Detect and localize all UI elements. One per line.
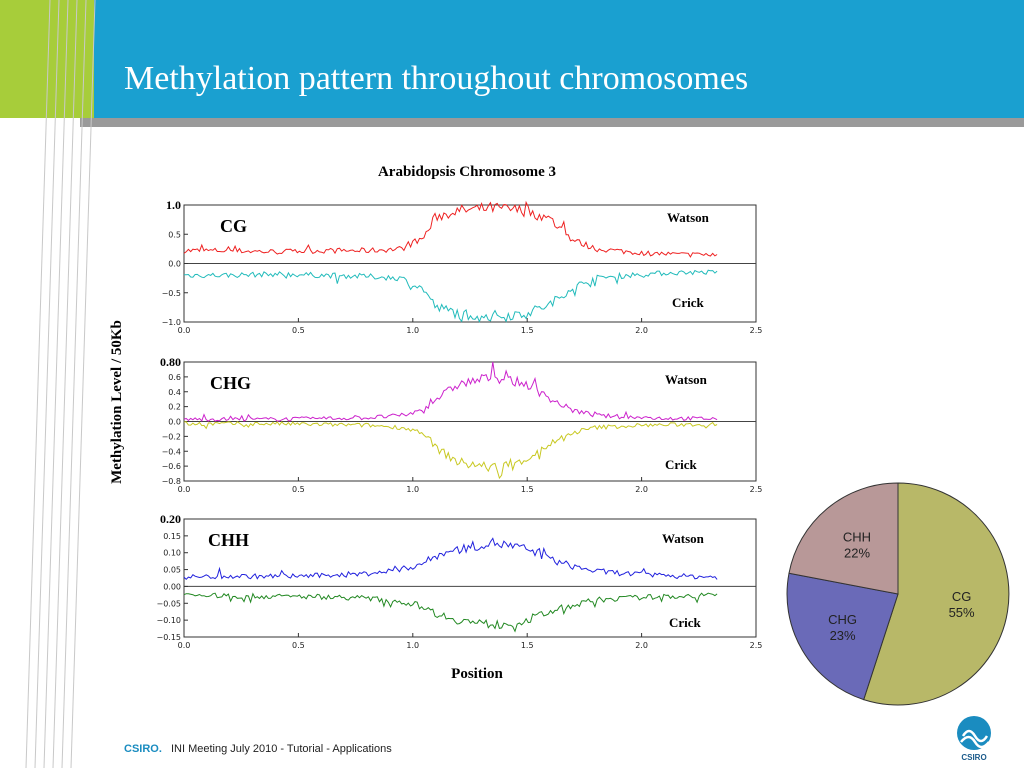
panel-chg: 0.6 0.4 0.2 0.0 −0.2 −0.4 −0.6 −0.8 0.80 0.0 0.5 1.…	[160, 355, 762, 494]
chart-title: Arabidopsis Chromosome 3	[378, 164, 556, 180]
y-top-tick-label: 0.20	[160, 512, 181, 526]
x-tick-label: 1.0	[406, 485, 419, 494]
decor-line	[43, 0, 69, 768]
series-line-crick	[183, 592, 718, 633]
y-axis-label: Methylation Level / 50Kb	[109, 320, 125, 484]
pie-label-chg: CHG	[828, 612, 857, 627]
series-line-watson	[183, 537, 718, 581]
y-tick-label: 0.4	[168, 388, 181, 397]
pie-value-cg: 55%	[949, 605, 975, 620]
x-tick-label: 0.5	[292, 641, 305, 650]
header-bar	[0, 0, 1024, 118]
x-tick-label: 0.5	[292, 485, 305, 494]
header-rule	[80, 118, 1024, 127]
series-line-watson	[183, 200, 718, 258]
slide-title: Methylation pattern throughout chromosom…	[124, 60, 749, 97]
y-tick-label: −0.6	[162, 462, 181, 471]
series-line-crick	[183, 269, 718, 323]
y-tick-label: −0.2	[162, 432, 181, 441]
y-tick-label: 0.15	[163, 532, 181, 541]
footer-text: INI Meeting July 2010 - Tutorial - Appli…	[170, 743, 392, 755]
panel-label: CHG	[210, 373, 251, 393]
panel-label: CHH	[208, 530, 249, 550]
x-tick-label: 2.0	[635, 326, 648, 335]
x-tick-label: 1.5	[521, 326, 534, 335]
logo-text: CSIRO	[961, 753, 986, 762]
y-tick-label: 0.2	[168, 403, 181, 412]
x-tick-label: 2.0	[635, 641, 648, 650]
y-tick-label: 0.05	[163, 566, 181, 575]
y-tick-label: −0.10	[156, 616, 181, 625]
y-tick-label: 0.00	[163, 582, 181, 591]
decor-line	[34, 0, 60, 768]
y-top-tick-label: 1.0	[166, 198, 181, 212]
series-line-watson	[183, 361, 718, 422]
y-tick-label: 0.0	[168, 260, 181, 269]
series-label-watson: Watson	[667, 210, 710, 225]
pie-slice-chh	[788, 482, 899, 595]
footer: CSIRO. INI Meeting July 2010 - Tutorial …	[124, 743, 392, 755]
x-tick-label: 0.0	[178, 641, 191, 650]
footer-brand: CSIRO.	[124, 743, 162, 755]
y-top-tick-label: 0.80	[160, 355, 181, 369]
x-tick-label: 1.5	[521, 485, 534, 494]
series-label-crick: Crick	[672, 295, 705, 310]
x-tick-label: 2.5	[750, 326, 763, 335]
pie-value-chh: 22%	[844, 545, 870, 560]
panel-chh: 0.15 0.10 0.05 0.00 −0.05 −0.10 −0.15 0.20 0.0 0.…	[156, 512, 762, 650]
x-axis-label: Position	[451, 666, 503, 682]
plot-frame	[183, 518, 757, 638]
decor-line	[52, 0, 78, 768]
series-label-watson: Watson	[662, 531, 705, 546]
y-tick-label: −0.5	[162, 289, 181, 298]
pie-slice-chg	[786, 572, 899, 701]
decorative-lines	[25, 0, 96, 768]
x-tick-label: 1.0	[406, 641, 419, 650]
pie-label-chh: CHH	[843, 529, 871, 544]
x-tick-label: 2.0	[635, 485, 648, 494]
decor-line	[61, 0, 87, 768]
x-tick-label: 2.5	[750, 485, 763, 494]
y-tick-label: −0.15	[156, 633, 181, 642]
x-tick-label: 0.0	[178, 485, 191, 494]
x-tick-label: 2.5	[750, 641, 763, 650]
pie-label-cg: CG	[952, 589, 972, 604]
panel-label: CG	[220, 216, 247, 236]
y-tick-label: 0.6	[168, 373, 181, 382]
x-tick-label: 1.0	[406, 326, 419, 335]
y-tick-label: 0.10	[163, 549, 181, 558]
decor-line	[70, 0, 96, 768]
x-tick-label: 1.5	[521, 641, 534, 650]
y-tick-label: −1.0	[162, 318, 181, 327]
y-tick-label: −0.8	[162, 477, 181, 486]
pie-slice-cg	[863, 482, 1010, 706]
series-label-watson: Watson	[665, 372, 708, 387]
x-tick-label: 0.5	[292, 326, 305, 335]
y-tick-label: −0.4	[162, 447, 181, 456]
series-label-crick: Crick	[669, 615, 702, 630]
series-label-crick: Crick	[665, 457, 698, 472]
x-tick-label: 0.0	[178, 326, 191, 335]
panel-cg: 0.5 0.0 −0.5 −1.0 1.0 0.0 0.5 1.0 1.5 2.0 2.5 CG Wat…	[162, 198, 763, 335]
decor-line	[25, 0, 51, 768]
y-tick-label: −0.05	[156, 599, 181, 608]
y-tick-label: 0.0	[168, 418, 181, 427]
y-tick-label: 0.5	[168, 230, 181, 239]
csiro-logo: CSIRO	[957, 716, 991, 762]
series-line-crick	[183, 421, 718, 480]
pie-value-chg: 23%	[830, 628, 856, 643]
